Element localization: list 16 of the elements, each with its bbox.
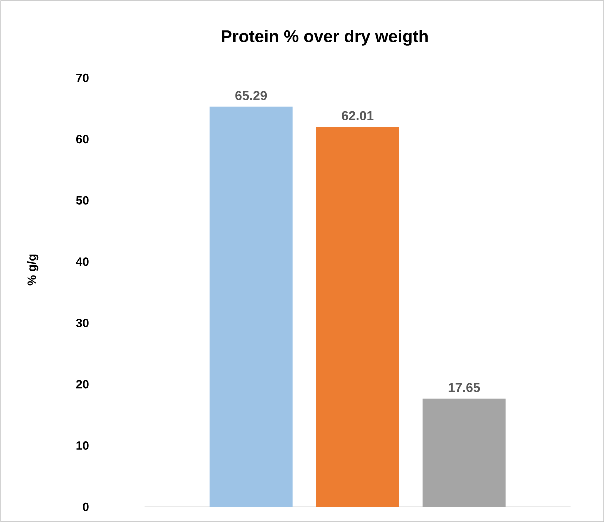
y-tick-label: 20 [76, 380, 89, 389]
y-tick-label: 50 [76, 196, 89, 205]
y-tick-label: 70 [76, 74, 89, 82]
data-label: 17.65 [448, 383, 480, 392]
y-tick-label: 30 [76, 318, 89, 328]
bar [316, 127, 400, 508]
bar [210, 106, 293, 508]
data-label: 65.29 [236, 91, 268, 100]
bar [422, 398, 506, 508]
data-label: 62.01 [342, 111, 374, 121]
y-axis-title: % g/g [27, 254, 39, 286]
y-tick-label: 0 [83, 502, 89, 512]
y-tick-label: 60 [76, 135, 89, 144]
y-tick-label: 40 [76, 258, 89, 266]
chart-title: Protein % over dry weigth [222, 30, 428, 46]
y-tick-label: 10 [76, 442, 89, 450]
